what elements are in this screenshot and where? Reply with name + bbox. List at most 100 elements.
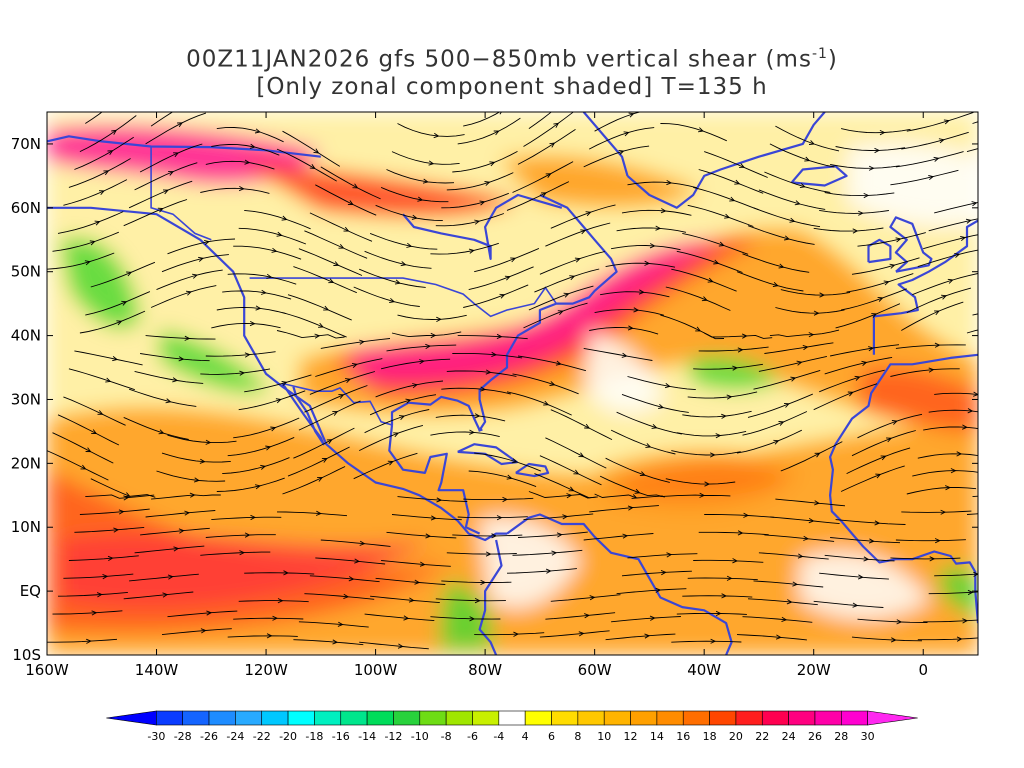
streamline-arrowhead bbox=[868, 346, 875, 352]
streamline bbox=[140, 527, 210, 536]
streamline-arrowhead bbox=[778, 421, 785, 426]
streamline-arrowhead bbox=[858, 210, 864, 216]
streamline bbox=[293, 266, 357, 294]
streamline bbox=[923, 426, 978, 431]
colorbar-label: 24 bbox=[782, 730, 796, 743]
streamline-arrowhead bbox=[275, 398, 282, 404]
streamline-arrowhead bbox=[480, 386, 487, 392]
streamline bbox=[989, 608, 1024, 615]
coast-greenland bbox=[626, 112, 826, 209]
streamline bbox=[588, 127, 655, 150]
streamline-arrowhead bbox=[649, 615, 656, 621]
streamline-arrowhead bbox=[941, 294, 948, 300]
streamline-arrowhead bbox=[557, 103, 562, 108]
streamline bbox=[446, 370, 517, 377]
streamline-arrowhead bbox=[623, 131, 630, 137]
shear-shading-layer bbox=[47, 112, 978, 655]
colorbar-swatch bbox=[709, 710, 737, 726]
lat-tick-label: 60N bbox=[11, 199, 41, 217]
streamline-arrowhead bbox=[80, 464, 87, 470]
streamline-arrowhead bbox=[178, 528, 185, 534]
streamline bbox=[298, 621, 369, 628]
streamline-arrowhead bbox=[549, 142, 556, 148]
streamline bbox=[517, 531, 588, 538]
shade-canada-red bbox=[240, 160, 520, 217]
streamline bbox=[129, 573, 199, 582]
streamline-arrowhead bbox=[338, 244, 345, 249]
streamline bbox=[671, 640, 742, 643]
coast-yucatan bbox=[388, 424, 481, 535]
streamline bbox=[627, 376, 696, 391]
streamline-arrowhead bbox=[943, 119, 950, 125]
streamline-arrowhead bbox=[1004, 140, 1009, 144]
streamline-arrowhead bbox=[545, 568, 552, 574]
streamline-arrowhead bbox=[485, 551, 492, 557]
streamline bbox=[984, 636, 1024, 643]
streamline-arrowhead bbox=[281, 215, 288, 221]
streamline bbox=[895, 344, 966, 349]
coast-iceland bbox=[790, 165, 848, 187]
streamline bbox=[85, 112, 103, 124]
streamline bbox=[375, 380, 444, 398]
streamline bbox=[742, 616, 813, 623]
streamline-arrowhead bbox=[408, 597, 415, 603]
streamline bbox=[857, 618, 928, 623]
colorbar-label: -18 bbox=[305, 730, 323, 743]
streamline-arrowhead bbox=[1015, 486, 1020, 490]
streamline bbox=[211, 322, 281, 329]
streamline-arrowhead bbox=[874, 520, 881, 526]
streamline bbox=[989, 433, 1024, 457]
streamline-arrowhead bbox=[715, 433, 722, 439]
streamline-arrowhead bbox=[891, 420, 898, 425]
streamline bbox=[358, 424, 424, 452]
streamline-arrowhead bbox=[328, 278, 335, 284]
streamline-arrowhead bbox=[315, 510, 322, 516]
streamline bbox=[934, 573, 978, 577]
map-plot-area bbox=[47, 103, 1024, 655]
colorbar-label: -26 bbox=[200, 730, 218, 743]
streamline-arrowhead bbox=[281, 380, 288, 386]
streamline bbox=[320, 539, 391, 547]
streamline-arrowhead bbox=[474, 219, 481, 225]
streamline bbox=[693, 559, 764, 563]
streamline-arrowhead bbox=[784, 235, 790, 241]
colorbar-label: 20 bbox=[729, 730, 743, 743]
streamline bbox=[977, 286, 978, 287]
streamline-arrowhead bbox=[880, 455, 887, 461]
colorbar-label: 26 bbox=[808, 730, 822, 743]
streamline-arrowhead bbox=[103, 170, 110, 176]
streamline bbox=[912, 273, 978, 296]
streamline-arrowhead bbox=[474, 597, 481, 604]
title-line1-suffix: ) bbox=[827, 46, 838, 73]
streamline bbox=[309, 371, 376, 395]
shade-sa-white bbox=[480, 517, 580, 608]
streamline bbox=[824, 192, 895, 197]
streamline-arrowhead bbox=[628, 112, 635, 118]
streamline bbox=[523, 112, 575, 147]
streamline bbox=[128, 180, 193, 209]
colorbar-swatch bbox=[814, 710, 842, 726]
streamline-arrowhead bbox=[326, 439, 333, 444]
streamline bbox=[611, 616, 681, 623]
streamline-arrowhead bbox=[563, 292, 570, 298]
streamline-arrowhead bbox=[875, 473, 882, 479]
streamline-arrowhead bbox=[879, 129, 886, 136]
streamline bbox=[293, 427, 355, 459]
streamline-arrowhead bbox=[695, 326, 702, 332]
streamline-arrowhead bbox=[96, 592, 103, 598]
streamline bbox=[1005, 554, 1024, 561]
streamline-arrowhead bbox=[354, 558, 361, 564]
streamline bbox=[145, 335, 216, 340]
streamline-arrowhead bbox=[249, 321, 256, 327]
streamline bbox=[233, 245, 302, 260]
streamline bbox=[161, 452, 231, 463]
streamline-arrowhead bbox=[425, 533, 432, 539]
colorbar-label: -14 bbox=[358, 730, 376, 743]
streamline bbox=[928, 591, 978, 595]
streamline-arrowhead bbox=[323, 305, 330, 311]
streamline-arrowhead bbox=[871, 313, 878, 318]
streamline bbox=[605, 633, 676, 641]
streamline-arrowhead bbox=[868, 538, 875, 544]
streamline bbox=[156, 470, 226, 482]
